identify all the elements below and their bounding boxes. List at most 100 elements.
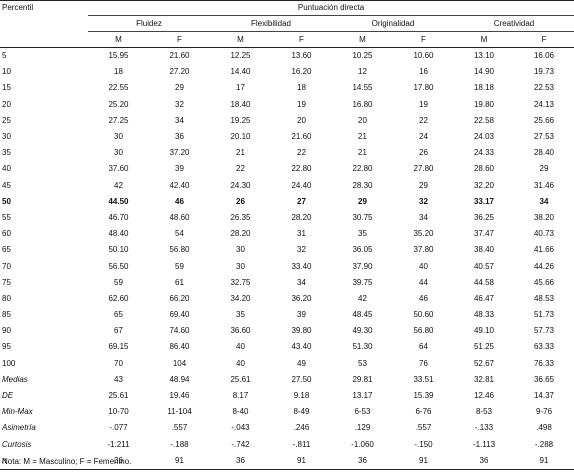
value-cell: 62.60 bbox=[108, 293, 129, 303]
value-cell: 24.40 bbox=[291, 180, 312, 190]
value-cell: 25.61 bbox=[108, 391, 129, 401]
value-cell: 29.81 bbox=[352, 374, 373, 384]
value-cell: 26.35 bbox=[230, 212, 251, 222]
value-cell: 18.40 bbox=[230, 99, 251, 109]
value-cell: 86.40 bbox=[169, 342, 190, 352]
row-label: 15 bbox=[2, 83, 11, 93]
value-cell: 59 bbox=[175, 261, 184, 271]
subheader-masculino: M bbox=[332, 31, 393, 48]
value-cell: 8-40 bbox=[232, 407, 249, 417]
value-cell: 17.80 bbox=[413, 83, 434, 93]
value-cell: 104 bbox=[172, 358, 187, 368]
value-cell: 24 bbox=[419, 132, 428, 142]
value-cell: -.043 bbox=[231, 423, 250, 433]
value-cell: 36 bbox=[332, 452, 393, 470]
value-cell: -.150 bbox=[414, 439, 433, 449]
value-cell: 28.60 bbox=[473, 164, 495, 174]
percentile-row: 50 44.50 46 26 27 29 32 33.17 34 bbox=[0, 194, 574, 210]
row-label: Min-Max bbox=[2, 407, 33, 417]
value-cell: 36.05 bbox=[352, 245, 373, 255]
value-cell: 37.47 bbox=[473, 229, 495, 239]
stat-row: Asimetría -.077 .557 -.043 .246 .129 .557 -.133… bbox=[0, 420, 574, 436]
value-cell: 24.13 bbox=[533, 99, 555, 109]
value-cell: 69.15 bbox=[108, 342, 129, 352]
value-cell: 35.20 bbox=[413, 229, 434, 239]
percentile-header: Percentil bbox=[0, 0, 88, 16]
stat-row: Medias 43 48.94 25.61 27.50 29.81 33.51 32.81 36… bbox=[0, 372, 574, 388]
value-cell: 26 bbox=[236, 196, 245, 206]
value-cell: 40 bbox=[236, 358, 245, 368]
value-cell: 44 bbox=[419, 277, 428, 287]
value-cell: 91 bbox=[271, 452, 332, 470]
value-cell: 30 bbox=[236, 261, 245, 271]
value-cell: 33.40 bbox=[291, 261, 312, 271]
value-cell: 26 bbox=[419, 148, 428, 158]
value-cell: 28.20 bbox=[291, 212, 312, 222]
value-cell: 36.20 bbox=[291, 293, 312, 303]
value-cell: 49.30 bbox=[352, 326, 373, 336]
value-cell: -.133 bbox=[474, 423, 494, 433]
value-cell: 14.55 bbox=[352, 83, 373, 93]
value-cell: 34 bbox=[175, 115, 184, 125]
value-cell: 10-70 bbox=[108, 407, 129, 417]
value-cell: 12.46 bbox=[473, 391, 495, 401]
value-cell: 67 bbox=[114, 326, 123, 336]
value-cell: 16.20 bbox=[291, 67, 312, 77]
percentile-row: 100 70 104 40 49 53 76 52.67 76.33 bbox=[0, 356, 574, 372]
value-cell: 13.10 bbox=[473, 51, 495, 61]
value-cell: 15.95 bbox=[108, 51, 129, 61]
value-cell: -.288 bbox=[534, 439, 554, 449]
row-label: 85 bbox=[2, 310, 11, 320]
group-header-fluidez: Fluidez bbox=[88, 15, 210, 32]
row-label: 45 bbox=[2, 180, 11, 190]
value-cell: 24.33 bbox=[473, 148, 495, 158]
value-cell: 42 bbox=[114, 180, 123, 190]
value-cell: 8-53 bbox=[475, 407, 492, 417]
value-cell: 6-76 bbox=[415, 407, 432, 417]
value-cell: 21.60 bbox=[291, 132, 312, 142]
group-header-originalidad: Originalidad bbox=[332, 15, 454, 32]
value-cell: 50.60 bbox=[413, 310, 434, 320]
value-cell: 48.40 bbox=[108, 229, 129, 239]
value-cell: 12.25 bbox=[230, 51, 251, 61]
value-cell: .557 bbox=[171, 423, 188, 433]
value-cell: 18 bbox=[114, 67, 123, 77]
value-cell: 48.60 bbox=[169, 212, 190, 222]
value-cell: 34 bbox=[419, 212, 428, 222]
value-cell: 10.60 bbox=[413, 51, 434, 61]
stat-row: DE 25.61 19.46 8.17 9.18 13.17 15.39 12.46 14.37 bbox=[0, 388, 574, 404]
value-cell: 14.40 bbox=[230, 67, 251, 77]
value-cell: 33.51 bbox=[413, 374, 434, 384]
value-cell: 53 bbox=[358, 358, 367, 368]
value-cell: 48.45 bbox=[352, 310, 373, 320]
value-cell: 16.80 bbox=[352, 99, 373, 109]
value-cell: 64 bbox=[419, 342, 428, 352]
value-cell: 27.53 bbox=[533, 132, 555, 142]
value-cell: 46 bbox=[419, 293, 428, 303]
value-cell: 29 bbox=[539, 164, 549, 174]
row-label: 70 bbox=[2, 261, 11, 271]
value-cell: 25.20 bbox=[108, 99, 129, 109]
value-cell: 37.60 bbox=[108, 164, 129, 174]
value-cell: 56.80 bbox=[413, 326, 434, 336]
value-cell: 12 bbox=[358, 67, 367, 77]
value-cell: 25.61 bbox=[230, 374, 251, 384]
value-cell: 51.25 bbox=[473, 342, 495, 352]
row-label: 35 bbox=[2, 148, 11, 158]
value-cell: 56.80 bbox=[169, 245, 190, 255]
value-cell: 27.20 bbox=[169, 67, 190, 77]
value-cell: 6-53 bbox=[354, 407, 371, 417]
value-cell: 10.25 bbox=[352, 51, 373, 61]
row-label: 95 bbox=[2, 342, 11, 352]
value-cell: .557 bbox=[415, 423, 432, 433]
percentile-row: 60 48.40 54 28.20 31 35 35.20 37.47 40.73 bbox=[0, 226, 574, 242]
value-cell: 56.50 bbox=[108, 261, 129, 271]
value-cell: 21 bbox=[358, 132, 367, 142]
value-cell: 37.20 bbox=[169, 148, 190, 158]
value-cell: 19.73 bbox=[533, 67, 555, 77]
value-cell: 32 bbox=[419, 196, 428, 206]
value-cell: 43.40 bbox=[291, 342, 312, 352]
value-cell: 59 bbox=[114, 277, 123, 287]
value-cell: 21 bbox=[236, 148, 245, 158]
value-cell: -1.060 bbox=[351, 439, 374, 449]
